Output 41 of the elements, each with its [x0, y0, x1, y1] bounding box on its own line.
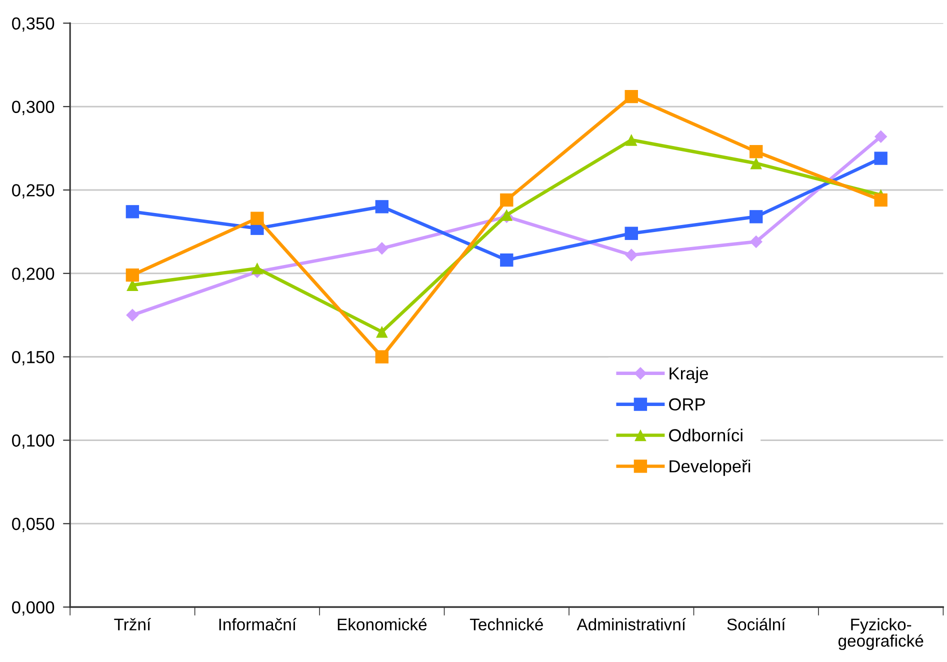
point [874, 152, 888, 165]
point [625, 134, 638, 146]
y-tick-label: 0,000 [12, 601, 54, 616]
x-tick-label: Fyzicko-geografické [838, 618, 924, 650]
point [251, 262, 264, 274]
point [624, 226, 638, 240]
point [126, 308, 139, 322]
point [126, 268, 140, 282]
legend-label: Developeři [670, 460, 750, 476]
legend-label: ORP [669, 398, 705, 411]
point [750, 157, 762, 170]
point [376, 242, 388, 255]
x-tick-label: Administrativní [576, 618, 686, 630]
y-tick-label: 0,050 [12, 518, 54, 532]
point [750, 145, 763, 158]
x-tick-label: Informační [219, 618, 296, 630]
x-tick-label: Sociální [727, 618, 786, 630]
point [376, 326, 388, 338]
y-tick-label: 0,100 [12, 434, 54, 449]
y-tick-label: 0,200 [12, 268, 54, 282]
y-tick-label: 0,300 [12, 100, 54, 116]
x-tick-label: Technické [470, 618, 543, 630]
y-tick-label: 0,350 [12, 17, 54, 32]
point [624, 248, 638, 262]
x-tick-label: Ekonomické [338, 618, 427, 630]
point [375, 350, 389, 364]
point [750, 210, 763, 224]
point [874, 193, 888, 207]
point [750, 235, 762, 248]
x-tick-label: Tržní [114, 618, 152, 630]
legend-label: Odborníci [669, 428, 742, 442]
y-tick-label: 0,250 [12, 184, 54, 199]
y-tick-label: 0,150 [12, 350, 54, 366]
point [126, 205, 140, 218]
point [624, 90, 638, 104]
point [500, 193, 514, 207]
point [250, 212, 264, 225]
point [500, 253, 514, 267]
point [375, 200, 389, 214]
legend-label: Kraje [670, 366, 708, 384]
point [874, 130, 888, 143]
